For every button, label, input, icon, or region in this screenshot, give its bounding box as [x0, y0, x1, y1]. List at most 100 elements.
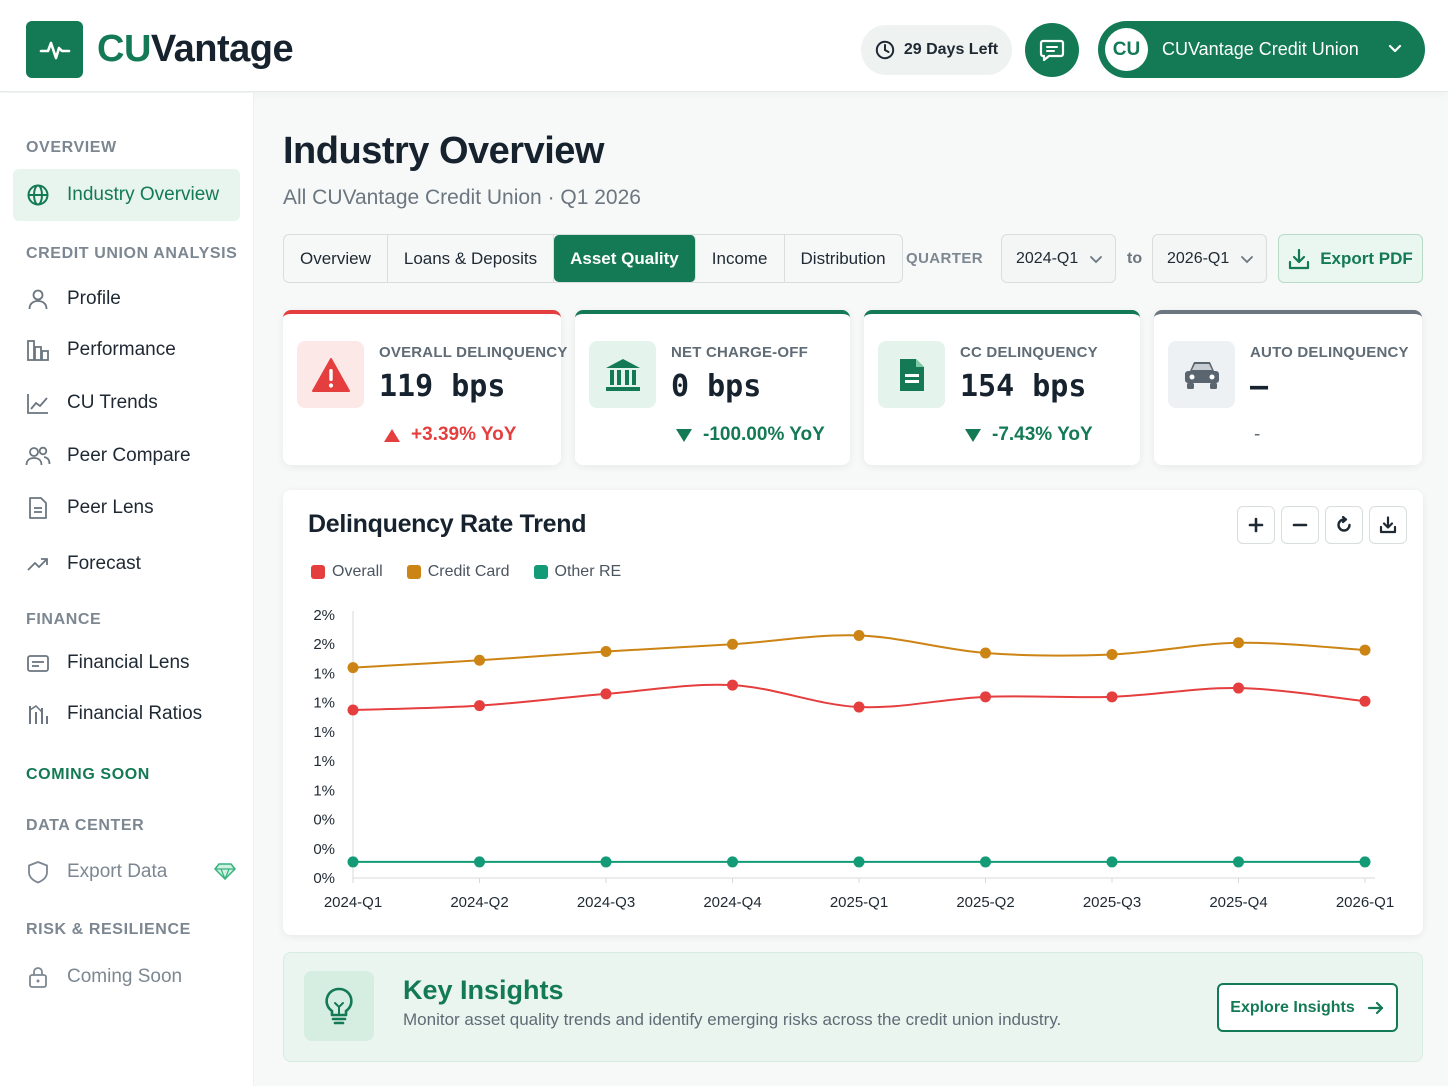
- pulse-icon[interactable]: [26, 21, 83, 78]
- explore-insights-button[interactable]: Explore Insights: [1217, 983, 1398, 1032]
- y-tick-label: 1%: [313, 724, 335, 741]
- arrow-right-icon: [1367, 1001, 1383, 1014]
- tab-income[interactable]: Income: [696, 235, 785, 282]
- trending-up-icon: [25, 551, 51, 577]
- key-insights-banner: Key Insights Monitor asset quality trend…: [283, 952, 1423, 1062]
- x-tick-label: 2024-Q3: [577, 894, 635, 911]
- data-point-overall: [347, 704, 359, 716]
- delinquency-line-chart[interactable]: 2% 2% 1% 1% 1% 1% 1% 0% 0% 0% 2024-Q1 2024-Q2 2024-Q…: [283, 490, 1423, 935]
- kpi-value: 154 bps: [960, 369, 1087, 404]
- data-point-overall: [1233, 682, 1244, 694]
- data-point-other-re: [1233, 856, 1244, 868]
- brand-name[interactable]: CUVantage: [97, 28, 294, 71]
- sidebar-item-profile[interactable]: Profile: [13, 273, 240, 325]
- sidebar-item-industry-overview[interactable]: Industry Overview: [13, 169, 240, 221]
- sidebar-item-label: CU Trends: [67, 392, 158, 413]
- legend-item-other-re[interactable]: Other RE: [533, 563, 621, 581]
- section-tabs: Overview Loans & Deposits Asset Quality …: [283, 234, 903, 283]
- triangle-down-icon: [965, 428, 981, 442]
- y-tick-label: 1%: [313, 782, 335, 799]
- section-finance: FINANCE: [26, 611, 102, 628]
- alert-triangle-icon: [297, 341, 364, 408]
- sidebar-item-label: Peer Lens: [67, 497, 154, 518]
- quarter-to-select[interactable]: 2026-Q1: [1152, 234, 1267, 283]
- globe-icon: [25, 182, 51, 208]
- reset-zoom-button[interactable]: [1325, 506, 1363, 544]
- sidebar-item-financial-ratios[interactable]: Financial Ratios: [13, 688, 240, 740]
- tab-overview[interactable]: Overview: [284, 235, 388, 282]
- download-icon: [1379, 516, 1397, 534]
- export-pdf-label: Export PDF: [1320, 248, 1413, 268]
- zoom-out-button[interactable]: [1281, 506, 1319, 544]
- account-menu[interactable]: CU CUVantage Credit Union: [1098, 21, 1425, 78]
- chart-download-button[interactable]: [1369, 506, 1407, 544]
- kpi-card-cc-delinquency[interactable]: CC DELINQUENCY 154 bps -7.43% YoY: [864, 310, 1140, 465]
- sidebar-item-label: Financial Ratios: [67, 703, 203, 724]
- sidebar-item-coming-soon[interactable]: Coming Soon: [13, 951, 240, 1003]
- data-point-credit-card: [1359, 644, 1371, 656]
- x-tick-label: 2024-Q2: [450, 894, 508, 911]
- chart-legend: Overall Credit Card Other RE: [311, 563, 621, 581]
- sidebar-item-label: Profile: [67, 288, 121, 309]
- export-pdf-button[interactable]: Export PDF: [1278, 234, 1423, 283]
- sidebar-item-cu-trends[interactable]: CU Trends: [13, 377, 240, 429]
- data-point-other-re: [347, 856, 359, 868]
- sidebar-item-peer-compare[interactable]: Peer Compare: [13, 430, 240, 482]
- kpi-card-auto-delinquency[interactable]: AUTO DELINQUENCY – -: [1154, 310, 1422, 465]
- legend-label: Credit Card: [427, 563, 510, 580]
- legend-item-credit-card[interactable]: Credit Card: [406, 563, 510, 581]
- sidebar-item-financial-lens[interactable]: Financial Lens: [13, 637, 240, 689]
- data-point-credit-card: [853, 629, 865, 641]
- trial-days-badge[interactable]: 29 Days Left: [861, 25, 1012, 75]
- kpi-card-overall-delinquency[interactable]: OVERALL DELINQUENCY 119 bps +3.39% YoY: [283, 310, 567, 465]
- sidebar-item-performance[interactable]: Performance: [13, 324, 240, 376]
- data-point-credit-card: [1106, 648, 1118, 660]
- sidebar-item-label: Performance: [67, 339, 176, 360]
- sidebar-item-label: Financial Lens: [67, 652, 190, 673]
- tab-distribution[interactable]: Distribution: [800, 248, 886, 268]
- delinquency-chart-card: 2% 2% 1% 1% 1% 1% 1% 0% 0% 0% 2024-Q1 2024-Q2 2024-Q…: [283, 490, 1423, 935]
- kpi-label: AUTO DELINQUENCY: [1250, 344, 1409, 361]
- zoom-in-button[interactable]: [1237, 506, 1275, 544]
- data-point-credit-card: [474, 654, 485, 666]
- legend-item-overall[interactable]: Overall: [311, 563, 383, 581]
- x-tick-label: 2025-Q4: [1209, 894, 1267, 911]
- wallet-icon: [25, 650, 51, 676]
- line-chart-icon: [25, 390, 51, 416]
- zoom-in-icon: [1248, 517, 1264, 533]
- kpi-label: OVERALL DELINQUENCY: [379, 344, 568, 361]
- car-icon: [1168, 341, 1235, 408]
- top-header: CUVantage 29 Days Left CU CUVantage Cred…: [0, 0, 1448, 92]
- diamond-icon: [214, 863, 236, 880]
- data-point-credit-card: [1233, 637, 1244, 649]
- legend-label: Overall: [332, 563, 383, 580]
- triangle-down-icon: [676, 428, 692, 442]
- tab-asset-quality[interactable]: Asset Quality: [554, 235, 696, 282]
- sidebar-item-export-data[interactable]: Export Data: [13, 846, 240, 898]
- users-icon: [25, 443, 51, 469]
- quarter-from-select[interactable]: 2024-Q1: [1001, 234, 1116, 283]
- kpi-card-net-charge-off[interactable]: NET CHARGE-OFF 0 bps -100.00% YoY: [575, 310, 850, 465]
- brand-suffix: Vantage: [150, 28, 294, 70]
- chat-button[interactable]: [1025, 23, 1079, 77]
- kpi-change-text: +3.39% YoY: [411, 424, 517, 445]
- data-point-other-re: [980, 856, 991, 868]
- insights-title: Key Insights: [403, 975, 564, 1005]
- data-point-credit-card: [347, 662, 359, 674]
- x-tick-label: 2025-Q3: [1083, 894, 1141, 911]
- x-tick-label: 2026-Q1: [1336, 894, 1394, 911]
- x-tick-label: 2025-Q2: [956, 894, 1014, 911]
- section-overview: OVERVIEW: [26, 139, 117, 156]
- tab-loans-deposits[interactable]: Loans & Deposits: [388, 235, 555, 282]
- y-tick-label: 0%: [313, 812, 335, 829]
- sidebar-item-peer-lens[interactable]: Peer Lens: [13, 482, 240, 534]
- chart-title: Delinquency Rate Trend: [308, 510, 587, 538]
- section-cu-analysis: CREDIT UNION ANALYSIS: [26, 245, 238, 262]
- sidebar-item-forecast[interactable]: Forecast: [13, 538, 240, 590]
- kpi-change: -100.00% YoY: [675, 424, 825, 446]
- data-point-overall: [600, 688, 612, 700]
- sidebar: OVERVIEW Industry Overview CREDIT UNION …: [0, 93, 254, 1086]
- data-point-other-re: [1106, 856, 1118, 868]
- data-point-credit-card: [727, 638, 738, 650]
- page-subtitle: All CUVantage Credit Union · Q1 2026: [283, 186, 641, 209]
